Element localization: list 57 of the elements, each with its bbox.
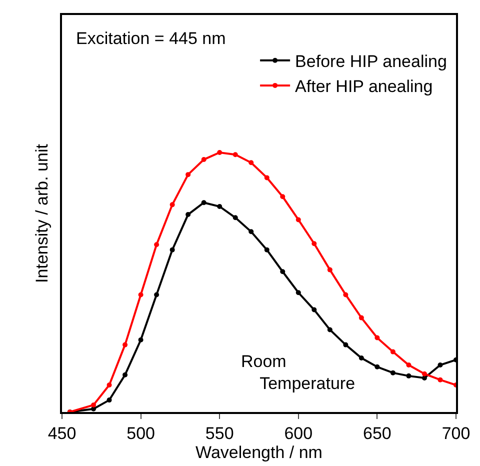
point: [280, 194, 286, 200]
x-tick-label: 500: [126, 424, 155, 444]
x-tick-label: 450: [48, 424, 76, 444]
point: [343, 342, 348, 348]
point: [248, 160, 254, 166]
text: Excitation = 445 nm: [76, 29, 226, 48]
x-axis-title: Wavelength / nm: [196, 443, 322, 462]
point: [406, 362, 412, 368]
point: [122, 372, 128, 378]
point: [374, 335, 380, 340]
point: [390, 370, 396, 376]
point: [358, 315, 364, 320]
y-axis-title: Intensity / arb. unit: [32, 144, 52, 283]
point: [264, 175, 270, 180]
point: [232, 215, 238, 220]
point: [186, 172, 191, 178]
point: [138, 292, 144, 298]
point: [296, 217, 301, 222]
point: [358, 356, 364, 361]
point: [201, 200, 206, 206]
point: [280, 269, 286, 274]
point: [138, 337, 144, 342]
point: [438, 362, 443, 368]
point: [390, 349, 396, 354]
x-tick-label: 700: [442, 424, 470, 444]
point: [248, 229, 254, 234]
x-tick-label: 600: [284, 424, 313, 444]
legend-label: Before HIP anealing: [295, 52, 447, 71]
point: [406, 373, 412, 378]
point: [91, 402, 96, 408]
point: [438, 377, 443, 382]
point: [122, 342, 128, 348]
point: [186, 212, 191, 218]
point: [312, 307, 317, 312]
point: [106, 382, 112, 388]
point: [312, 241, 317, 246]
point: [170, 247, 175, 252]
point: [201, 157, 206, 162]
point: [422, 371, 427, 376]
point: [232, 152, 238, 158]
point: [264, 247, 270, 252]
point: [170, 202, 175, 208]
annotation: Room Temperature: [241, 352, 356, 394]
x-tick-label: 550: [205, 424, 234, 444]
point: [422, 376, 427, 381]
point: [374, 364, 380, 370]
point: [106, 398, 112, 403]
x-tick-label: 650: [363, 424, 392, 444]
point: [296, 290, 301, 296]
point: [154, 242, 160, 248]
point: [217, 204, 222, 209]
point: [327, 327, 332, 332]
legend-label: After HIP anealing: [295, 77, 433, 96]
point: [343, 292, 348, 298]
point: [327, 267, 332, 272]
point: [154, 292, 160, 298]
point: [217, 150, 222, 156]
